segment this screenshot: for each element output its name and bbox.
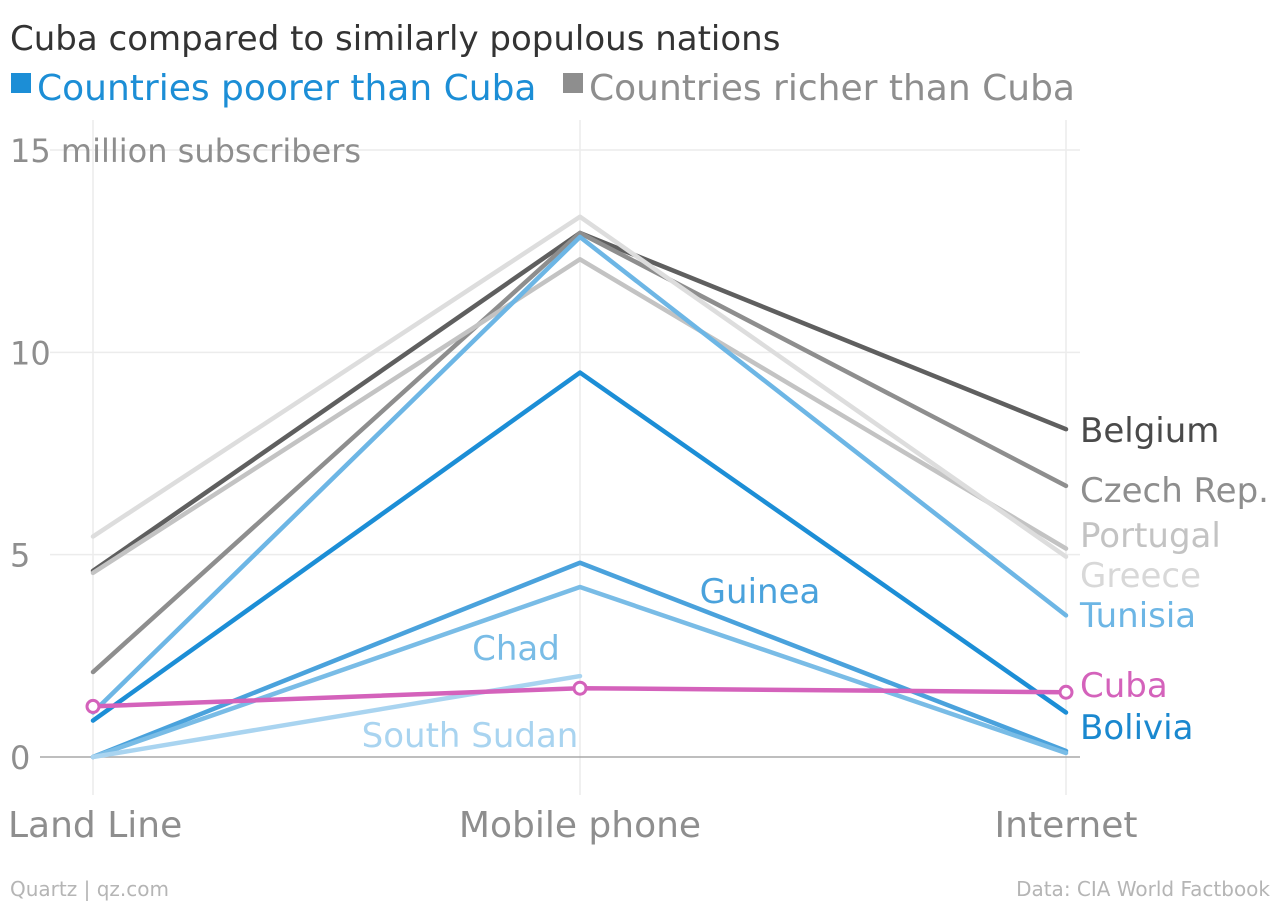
- y-tick-label-10: 10: [10, 334, 51, 372]
- series-label-guinea: Guinea: [700, 572, 821, 612]
- series-line-tunisia: [90, 234, 1069, 715]
- series-line-portugal: [90, 257, 1069, 576]
- legend-label-richer: Countries richer than Cuba: [589, 68, 1075, 109]
- series-label-tunisia: Tunisia: [1079, 596, 1196, 636]
- chart-title: Cuba compared to similarly populous nati…: [10, 19, 780, 59]
- series-label-cuba: Cuba: [1080, 666, 1168, 706]
- series-label-chad: Chad: [472, 629, 560, 669]
- axes: 0 5 10 15 million subscribers Land Line Mobil…: [8, 132, 1137, 846]
- series-label-south-sudan: South Sudan: [362, 716, 579, 756]
- legend-swatch-poorer: [11, 73, 31, 93]
- x-tick-label-mobile-phone: Mobile phone: [459, 805, 701, 846]
- legend: Countries poorer than Cuba Countries ric…: [11, 68, 1075, 109]
- series-label-portugal: Portugal: [1080, 516, 1221, 556]
- series-lines: [85, 214, 1074, 760]
- footer-source-left: Quartz | qz.com: [10, 877, 169, 901]
- y-tick-label-0: 0: [10, 739, 30, 777]
- series-label-czech-rep: Czech Rep.: [1080, 471, 1269, 511]
- series-line-greece: [90, 214, 1069, 559]
- y-tick-label-15: 15 million subscribers: [10, 132, 361, 170]
- y-tick-label-5: 5: [10, 537, 30, 575]
- legend-swatch-richer: [563, 73, 583, 93]
- footer-source-right: Data: CIA World Factbook: [1016, 877, 1270, 901]
- series-point-cuba-1: [572, 680, 588, 696]
- series-label-belgium: Belgium: [1080, 411, 1219, 451]
- x-tick-label-internet: Internet: [995, 805, 1138, 846]
- series-line-bolivia: [90, 370, 1069, 723]
- x-tick-label-land-line: Land Line: [8, 805, 182, 846]
- series-line-czech-rep: [90, 230, 1069, 675]
- series-point-cuba-2: [1058, 684, 1074, 700]
- series-line-guinea: [90, 560, 1069, 760]
- series-label-greece: Greece: [1080, 556, 1201, 596]
- series-point-cuba-0: [85, 698, 101, 714]
- series-label-bolivia: Bolivia: [1080, 708, 1193, 748]
- legend-label-poorer: Countries poorer than Cuba: [37, 68, 536, 109]
